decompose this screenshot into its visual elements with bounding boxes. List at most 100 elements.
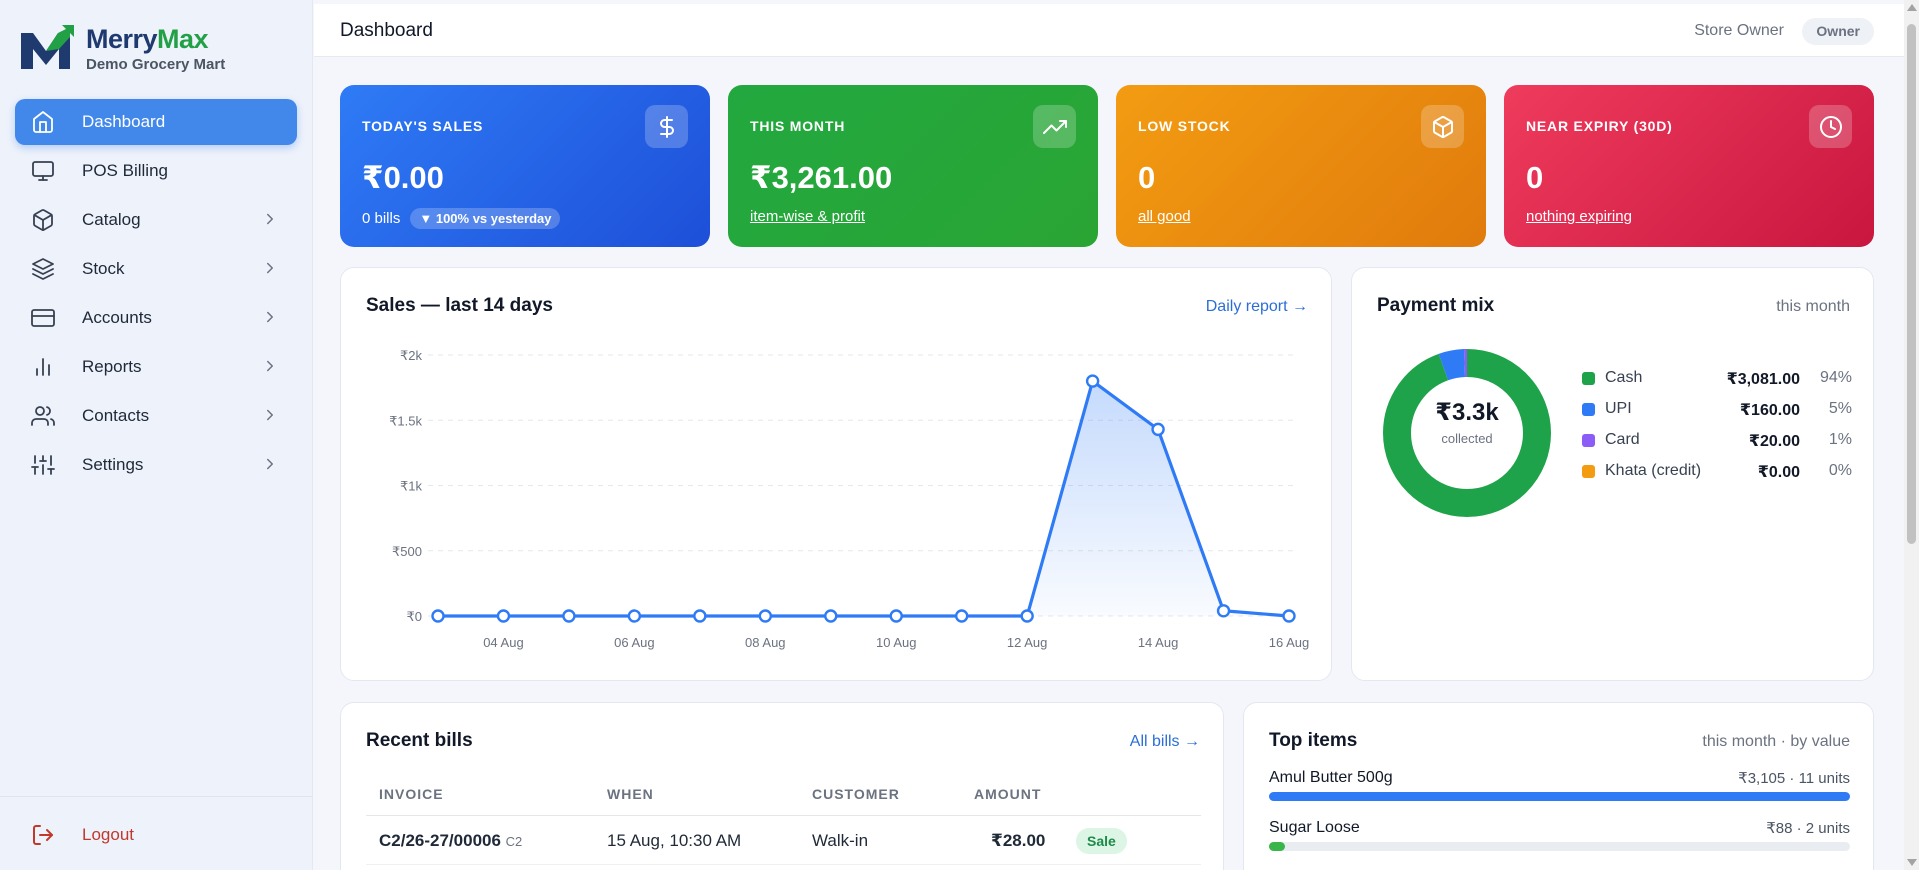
chevron-right-icon [267,262,273,274]
legend-amount: ₹20.00 [1748,433,1800,450]
legend-name: Khata (credit) [1605,462,1702,479]
legend-percent: 1% [1828,431,1852,448]
logout-button[interactable]: Logout [15,812,297,858]
users-icon [30,403,56,429]
item-value: ₹88 · 2 units [1766,820,1850,837]
data-point [627,609,642,623]
chevron-right-icon [267,409,273,421]
col-amount: AMOUNT [974,786,1042,802]
sidebar-item-label: Contacts [82,406,150,425]
stat-label: TODAY'S SALES [362,118,484,134]
scroll-thumb[interactable] [1907,24,1916,544]
top-items-panel: Top items this month · by value Amul But… [1243,702,1874,870]
change-badge: ▼ 100% vs yesterday [410,208,561,229]
panel-title: Top items [1269,730,1358,751]
item-bar-track [1269,842,1850,851]
sidebar-item-label: Reports [82,357,142,376]
bar-chart-icon [30,354,56,380]
data-point [1085,374,1100,388]
sidebar-item-dashboard[interactable]: Dashboard [15,99,297,145]
y-tick-label: ₹0 [406,609,422,624]
sidebar-item-stock[interactable]: Stock [15,246,297,292]
stat-value: 0 [1526,160,1544,195]
top-strip [0,0,1919,4]
data-point [693,609,707,623]
data-point [1020,609,1034,623]
chevron-right-icon [267,360,273,372]
x-tick-label: 14 Aug [1138,635,1179,650]
sales-chart-panel: Sales — last 14 days Daily report → ₹0 ₹5… [340,267,1332,681]
recent-bills-panel: Recent bills All bills → INVOICE WHEN CU… [340,702,1224,870]
sidebar: MerryMax Demo Grocery Mart Dashboard POS … [0,0,313,870]
this-month-card: THIS MONTH ₹3,261.00 item-wise & profit [728,85,1098,247]
todays-sales-card: TODAY'S SALES ₹0.00 0 bills ▼ 100% vs ye… [340,85,710,247]
sales-area [438,381,1289,616]
bills-count: 0 bills [362,210,401,227]
item-wise-profit-link[interactable]: item-wise & profit [750,208,866,225]
table-row[interactable]: C2/26-27/00006 C2 15 Aug, 10:30 AM Walk-… [366,816,1201,865]
panel-title: Recent bills [366,730,473,751]
y-tick-label: ₹1k [400,479,423,494]
sidebar-item-label: Accounts [82,308,152,327]
user-name[interactable]: Store Owner [1694,22,1784,39]
top-header: Dashboard Store Owner Owner [314,4,1904,57]
data-point [562,609,576,623]
data-point [496,609,511,623]
y-tick-label: ₹1.5k [389,413,422,428]
data-point [758,609,773,623]
sidebar-item-contacts[interactable]: Contacts [15,393,297,439]
box-icon [30,207,56,233]
x-tick-label: 16 Aug [1269,635,1310,650]
item-bar-track [1269,792,1850,801]
top-items-meta: this month · by value [1702,733,1850,750]
nothing-expiring-link[interactable]: nothing expiring [1526,208,1632,225]
item-name: Amul Butter 500g [1269,769,1393,786]
sidebar-nav: Dashboard POS Billing Catalog Stock Accounts… [15,99,297,491]
col-customer: CUSTOMER [812,786,900,802]
item-name: Sugar Loose [1269,819,1360,836]
legend-amount: ₹3,081.00 [1726,371,1800,388]
legend-swatch [1582,434,1595,447]
scroll-up-arrow[interactable] [1907,4,1917,11]
data-point [431,609,445,623]
all-good-link[interactable]: all good [1138,208,1191,225]
bill-type-badge: Sale [1076,828,1127,854]
data-point [1151,422,1165,437]
sidebar-item-accounts[interactable]: Accounts [15,295,297,341]
sidebar-item-label: Catalog [82,210,141,229]
col-invoice: INVOICE [379,786,444,802]
sidebar-item-catalog[interactable]: Catalog [15,197,297,243]
panel-title: Sales — last 14 days [366,295,553,316]
x-tick-label: 06 Aug [614,635,655,650]
daily-report-link[interactable]: Daily report → [1205,298,1308,315]
payment-mix-panel: Payment mix this month ₹3.3k collected C… [1351,267,1874,681]
donut-slice-card [1383,349,1551,517]
x-tick-label: 08 Aug [745,635,786,650]
y-tick-label: ₹500 [392,544,422,559]
sidebar-item-pos-billing[interactable]: POS Billing [15,148,297,194]
sidebar-item-reports[interactable]: Reports [15,344,297,390]
brand[interactable]: MerryMax Demo Grocery Mart [18,24,225,73]
legend-item: Cash ₹3,081.00 94% [1582,368,1852,399]
stat-label: THIS MONTH [750,118,846,134]
legend-name: UPI [1605,400,1632,417]
near-expiry-card: NEAR EXPIRY (30D) 0 nothing expiring [1504,85,1874,247]
low-stock-card: LOW STOCK 0 all good [1116,85,1486,247]
item-value: ₹3,105 · 11 units [1738,770,1850,787]
item-bar-fill [1269,842,1286,851]
home-icon [30,109,56,135]
bills-table: INVOICE WHEN CUSTOMER AMOUNT C2/26-27/00… [366,773,1201,865]
chevron-right-icon [267,458,273,470]
sidebar-item-settings[interactable]: Settings [15,442,297,488]
data-point [954,609,969,623]
scroll-down-arrow[interactable] [1907,859,1917,866]
sidebar-item-label: POS Billing [82,161,168,180]
x-tick-label: 04 Aug [483,635,524,650]
page-scrollbar[interactable] [1904,0,1919,870]
invoice-number[interactable]: C2/26-27/00006 C2 [379,831,523,850]
legend-item: Card ₹20.00 1% [1582,430,1852,461]
sidebar-item-label: Settings [82,455,144,474]
trending-up-icon [1033,105,1076,148]
legend-item: UPI ₹160.00 5% [1582,399,1852,430]
all-bills-link[interactable]: All bills → [1129,733,1200,750]
